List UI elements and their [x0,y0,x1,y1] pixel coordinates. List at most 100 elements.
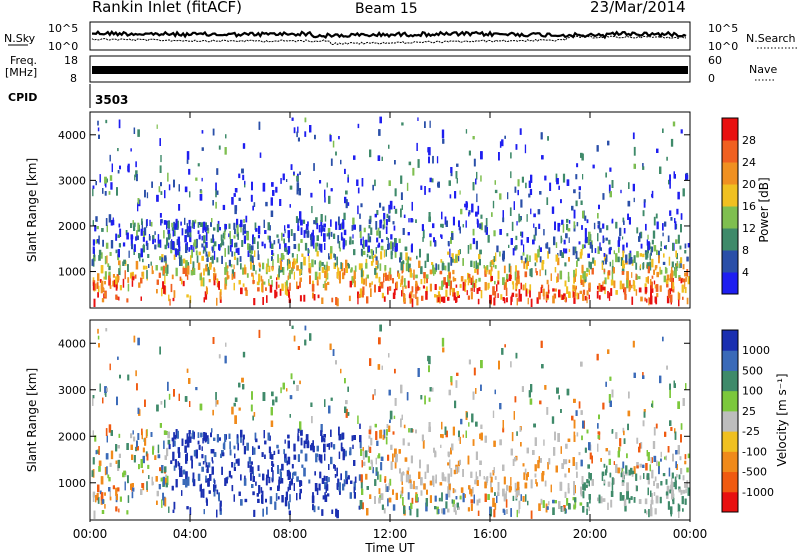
range-gate-cell [224,248,226,257]
range-gate-cell [337,267,340,276]
range-gate-cell [557,257,560,266]
range-gate-cell [287,230,290,238]
range-gate-cell [596,145,599,152]
range-gate-cell [263,219,265,228]
range-gate-cell [478,253,481,260]
range-gate-cell [210,222,212,227]
range-gate-cell [240,263,242,270]
range-gate-cell [497,270,500,280]
range-gate-cell [193,450,197,457]
range-gate-cell [253,202,256,207]
range-gate-cell [226,271,229,280]
range-gate-cell [146,192,149,199]
range-gate-cell [294,260,297,265]
range-gate-cell [189,507,192,515]
range-gate-cell [434,284,437,290]
range-gate-cell [309,275,311,285]
range-gate-cell [635,273,637,280]
range-gate-cell [107,263,110,267]
range-gate-cell [684,287,687,294]
range-gate-cell [213,452,217,457]
range-gate-cell [643,199,646,203]
range-gate-cell [296,131,298,138]
range-gate-cell [542,288,545,297]
range-gate-cell [470,277,473,285]
range-gate-cell [112,217,114,221]
range-gate-cell [656,271,659,278]
range-gate-cell [92,220,94,226]
range-gate-cell [523,261,525,269]
range-gate-cell [251,272,254,277]
colorbar-tick-label: 24 [742,156,756,169]
range-gate-cell [607,140,610,146]
range-gate-cell [422,237,424,242]
range-gate-cell [140,296,142,301]
range-gate-cell [455,284,458,288]
range-gate-cell [365,277,367,287]
range-gate-cell [457,255,460,262]
range-gate-cell [434,294,437,298]
range-gate-cell [264,243,266,249]
range-gate-cell [428,426,431,432]
range-gate-cell [596,290,599,299]
range-gate-cell [118,243,121,248]
range-gate-cell [605,172,607,178]
range-gate-cell [678,293,681,300]
range-gate-cell [330,397,333,401]
range-gate-cell [258,264,261,268]
range-gate-cell [234,228,236,235]
range-gate-cell [110,450,114,460]
range-gate-cell [408,218,410,223]
range-gate-cell [618,247,620,253]
range-gate-cell [234,188,238,193]
range-gate-cell [95,239,98,244]
range-gate-cell [502,277,505,285]
range-gate-cell [666,295,670,304]
range-gate-cell [592,257,595,264]
range-gate-cell [568,257,570,262]
range-gate-cell [287,246,291,254]
range-gate-cell [345,265,348,273]
range-gate-cell [198,444,201,450]
range-gate-cell [258,121,261,130]
range-gate-cell [167,242,170,249]
range-gate-cell [671,279,674,288]
range-gate-cell [484,270,487,277]
range-gate-cell [654,508,657,515]
range-gate-cell [611,220,613,224]
range-gate-cell [647,477,650,485]
range-gate-cell [537,249,540,258]
range-gate-cell [260,487,263,493]
range-gate-cell [628,253,632,260]
range-gate-cell [512,458,515,466]
range-gate-cell [467,245,470,254]
range-gate-cell [338,241,341,249]
range-gate-cell [357,205,359,215]
range-gate-cell [678,474,681,480]
range-gate-cell [682,278,686,283]
range-gate-cell [554,221,556,231]
range-gate-cell [576,260,578,267]
range-gate-cell [366,253,369,258]
range-gate-cell [651,246,653,253]
range-gate-cell [515,245,518,250]
range-gate-cell [562,173,566,183]
range-gate-cell [441,280,445,287]
range-gate-cell [115,294,118,300]
range-gate-cell [687,276,690,285]
range-gate-cell [543,229,545,236]
range-gate-cell [219,291,222,300]
range-gate-cell [558,185,560,190]
range-gate-cell [404,246,408,251]
range-gate-cell [433,447,435,453]
range-gate-cell [460,208,463,215]
range-gate-cell [323,223,326,228]
range-gate-cell [145,265,148,270]
range-gate-cell [610,288,613,296]
range-gate-cell [288,295,291,301]
range-gate-cell [100,280,104,290]
range-gate-cell [607,481,611,487]
range-gate-cell [349,447,352,455]
range-gate-cell [378,242,381,248]
